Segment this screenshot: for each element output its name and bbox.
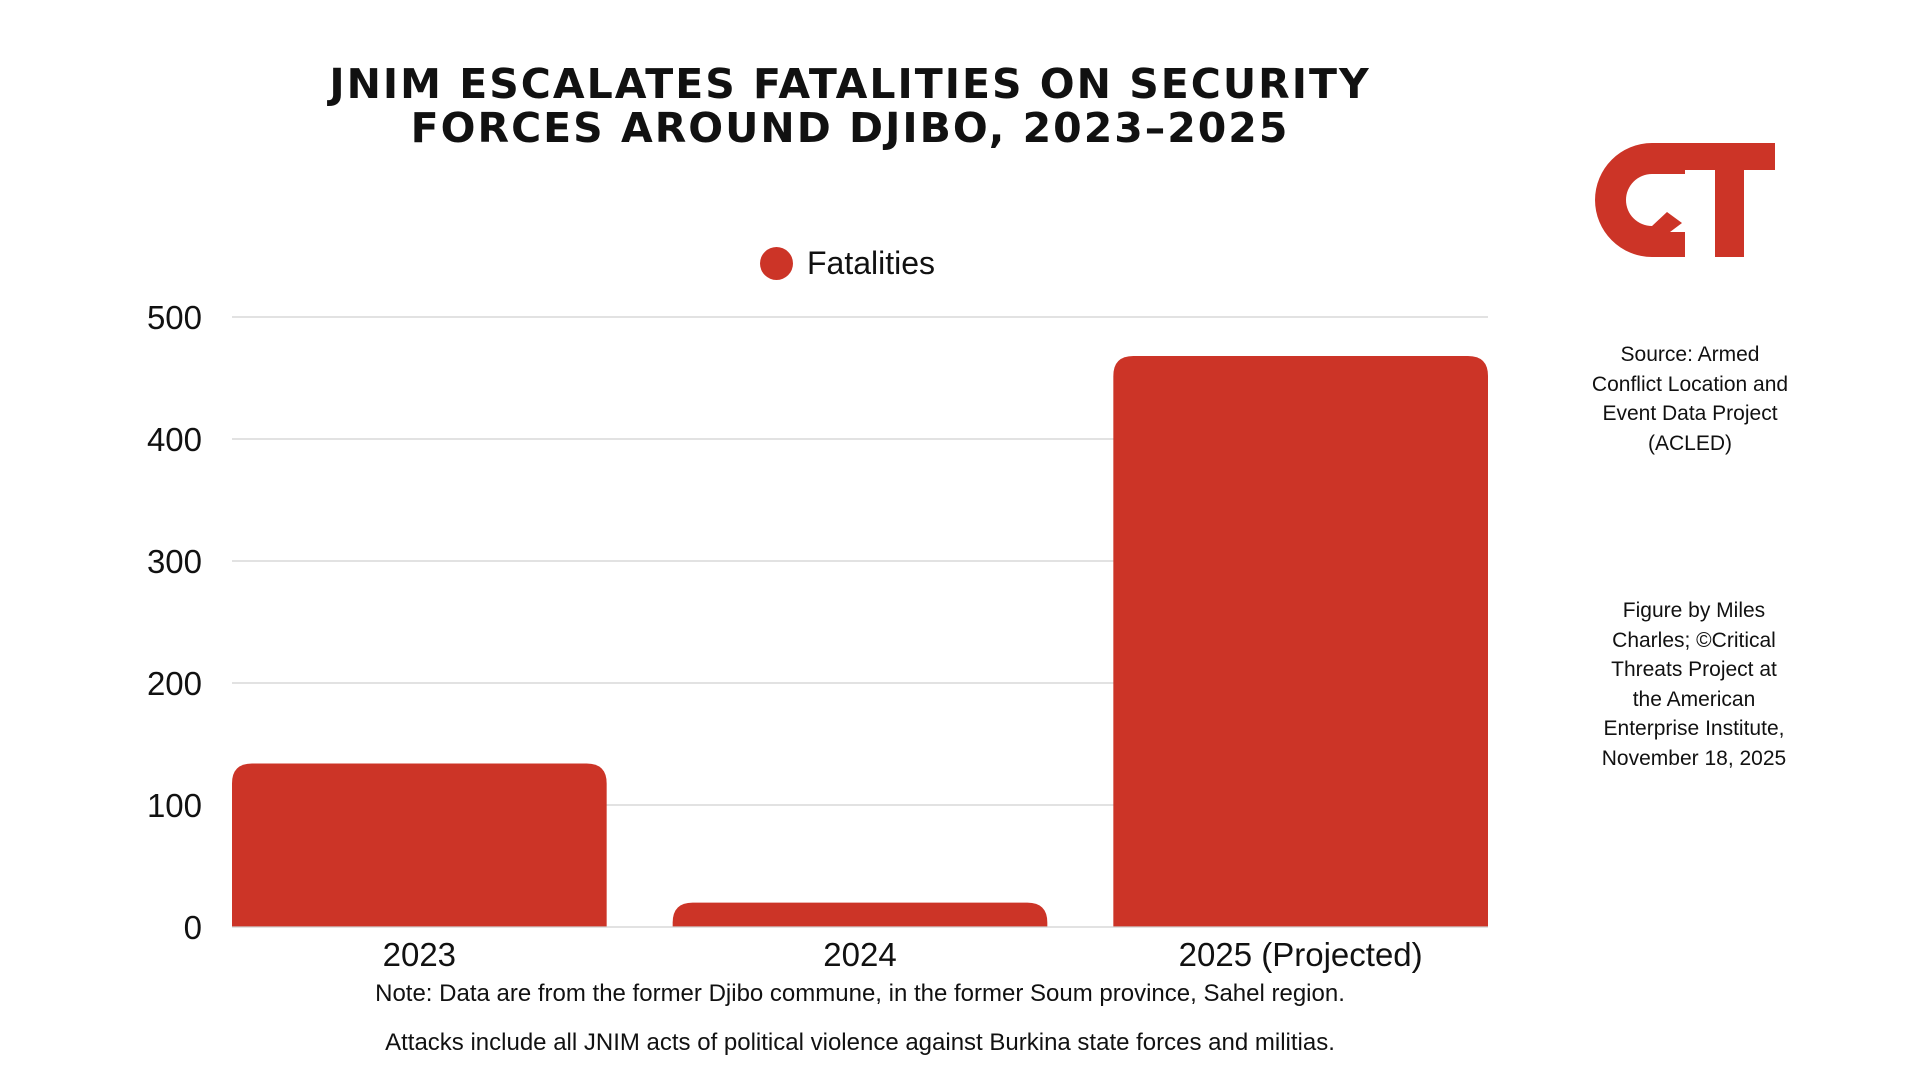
bar-2024	[672, 902, 1048, 927]
y-tick-label-300: 300	[147, 543, 202, 580]
x-tick-label-1: 2024	[823, 936, 896, 973]
y-tick-label-500: 500	[147, 299, 202, 336]
source-note: Source: Armed Conflict Location and Even…	[1591, 343, 1789, 455]
figure-credit: Figure by Miles Charles; ©Critical Threa…	[1601, 599, 1787, 770]
footnote-attack-definition: Attacks include all JNIM acts of politic…	[385, 1029, 1335, 1056]
y-tick-label-100: 100	[147, 787, 202, 824]
bar-2025-projected	[1113, 356, 1488, 927]
y-tick-label-200: 200	[147, 665, 202, 702]
footnote-data-scope: Note: Data are from the former Djibo com…	[375, 980, 1345, 1007]
bars	[232, 356, 1488, 927]
y-tick-label-400: 400	[147, 421, 202, 458]
legend-swatch-fatalities	[760, 246, 793, 280]
bar-2023	[232, 763, 607, 927]
chart-legend: Fatalities	[760, 243, 935, 283]
legend-label-fatalities: Fatalities	[807, 244, 936, 281]
axes: 0 100 200 300 400 500 2023 2024 2025 (Projected)	[147, 299, 1488, 973]
chart-title-line-1: JNIM ESCALATES FATALITIES ON SECURITY	[329, 60, 1371, 108]
critical-threats-logo	[1590, 138, 1785, 267]
chart-title: JNIM ESCALATES FATALITIES ON SECURITY FO…	[180, 62, 1520, 150]
x-tick-label-0: 2023	[383, 936, 456, 973]
y-tick-label-0: 0	[184, 909, 202, 946]
ct-logo-icon	[1595, 143, 1775, 257]
chart-title-line-2: FORCES AROUND DJIBO, 2023–2025	[410, 104, 1290, 152]
x-tick-label-2: 2025 (Projected)	[1179, 936, 1423, 973]
